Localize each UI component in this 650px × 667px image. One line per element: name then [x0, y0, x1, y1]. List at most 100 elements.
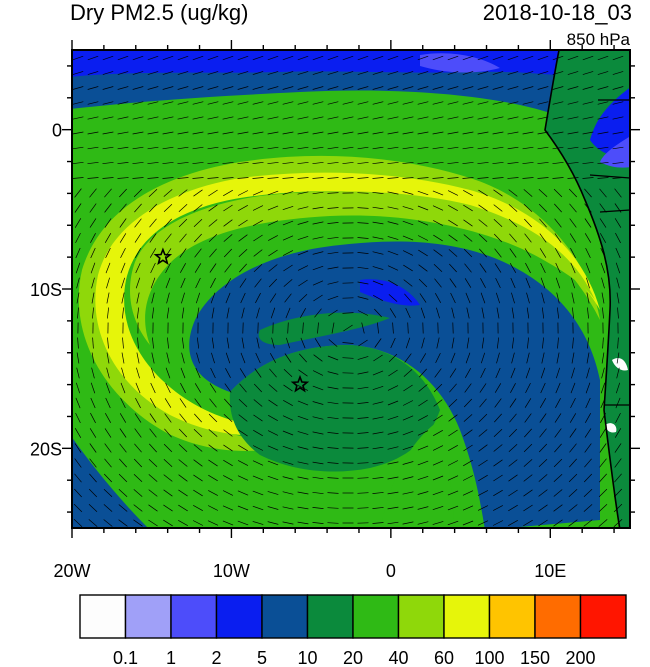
wind-barb: [162, 177, 174, 179]
wind-barb: [149, 443, 157, 453]
wind-barb: [569, 233, 577, 243]
wind-barb: [298, 279, 308, 287]
wind-barb: [121, 292, 125, 304]
wind-barb: [507, 177, 519, 179]
wind-barb: [194, 383, 202, 393]
wind-barb: [300, 337, 306, 349]
wind-barb: [496, 307, 500, 319]
wind-barb: [267, 71, 279, 75]
wind-barb: [358, 339, 368, 347]
wind-barb: [225, 368, 231, 378]
wind-barb: [357, 237, 369, 239]
wind-barb: [253, 263, 263, 273]
wind-barb: [239, 263, 247, 273]
wind-barb: [179, 248, 187, 258]
wind-barb: [432, 86, 444, 90]
wind-barb: [267, 55, 279, 61]
wind-barb: [104, 233, 112, 243]
wind-barb: [496, 352, 500, 364]
wind-barb: [118, 473, 128, 483]
wind-barb: [522, 86, 534, 90]
wind-barb: [402, 116, 414, 120]
wind-barb: [208, 490, 218, 496]
wind-barb: [462, 101, 474, 105]
wind-barb: [87, 177, 99, 179]
wind-barb: [270, 307, 276, 319]
wind-barb: [297, 400, 309, 406]
wind-barb: [177, 131, 189, 135]
wind-barb: [224, 278, 232, 288]
wind-barb: [571, 367, 575, 379]
wind-barb: [417, 460, 429, 466]
wind-barb: [269, 293, 277, 303]
wind-barb: [494, 413, 502, 423]
wind-barb: [599, 443, 607, 453]
wind-barb: [297, 506, 309, 510]
wind-barb: [151, 307, 155, 319]
wind-barb: [462, 475, 474, 481]
wind-barb: [207, 505, 219, 511]
wind-barb: [238, 414, 248, 422]
wind-barb: [477, 520, 489, 526]
wind-barb: [312, 461, 324, 465]
y-tick-label: 10S: [30, 280, 62, 300]
wind-barb: [554, 218, 562, 228]
wind-barb: [449, 383, 457, 393]
wind-barb: [582, 146, 594, 150]
wind-barb: [419, 368, 427, 378]
wind-barb: [87, 116, 99, 120]
wind-barb: [283, 399, 293, 407]
colorbar-label: 1: [166, 648, 176, 667]
wind-barb: [478, 233, 488, 243]
wind-barb: [312, 161, 324, 165]
field-north-patch: [420, 53, 500, 73]
wind-barb: [447, 177, 459, 179]
wind-barb: [312, 177, 324, 179]
wind-barb: [253, 429, 263, 437]
wind-barb: [177, 146, 189, 150]
wind-barb: [75, 247, 81, 259]
wind-barb: [163, 443, 173, 453]
wind-barb: [285, 307, 291, 319]
wind-barb: [327, 355, 339, 361]
wind-barb: [222, 161, 234, 165]
wind-barb: [583, 504, 593, 512]
wind-barb: [584, 188, 592, 198]
wind-barb: [402, 491, 414, 495]
wind-barb: [432, 505, 444, 511]
wind-barb: [539, 218, 547, 228]
wind-barb: [357, 507, 369, 509]
wind-barb: [177, 177, 189, 179]
wind-barb: [357, 386, 369, 390]
wind-barb: [327, 401, 339, 405]
wind-barb: [477, 490, 489, 496]
colorbar-swatch: [306, 594, 354, 639]
wind-barb: [403, 279, 413, 287]
wind-barb: [436, 337, 440, 349]
wind-barb: [225, 292, 231, 304]
wind-barb: [342, 131, 354, 135]
wind-barb: [238, 234, 248, 242]
wind-barb: [223, 234, 233, 242]
wind-barb: [164, 218, 172, 228]
wind-barb: [327, 492, 339, 494]
wind-barb: [119, 188, 127, 198]
wind-barb: [465, 292, 471, 304]
wind-barb: [238, 219, 248, 227]
wind-barb: [448, 399, 458, 407]
wind-barb: [327, 177, 339, 179]
wind-barb: [195, 367, 201, 379]
wind-barb: [149, 248, 157, 258]
wind-barb: [572, 307, 574, 319]
wind-barb: [104, 218, 112, 228]
wind-barb: [567, 71, 579, 75]
wind-barb: [282, 161, 294, 165]
wind-barb: [268, 278, 278, 288]
wind-barb: [241, 307, 245, 319]
wind-barb: [151, 352, 155, 364]
wind-barb: [612, 131, 624, 135]
wind-barb: [164, 428, 172, 438]
wind-barb: [282, 86, 294, 90]
wind-barb: [92, 337, 94, 349]
wind-barb: [222, 116, 234, 120]
